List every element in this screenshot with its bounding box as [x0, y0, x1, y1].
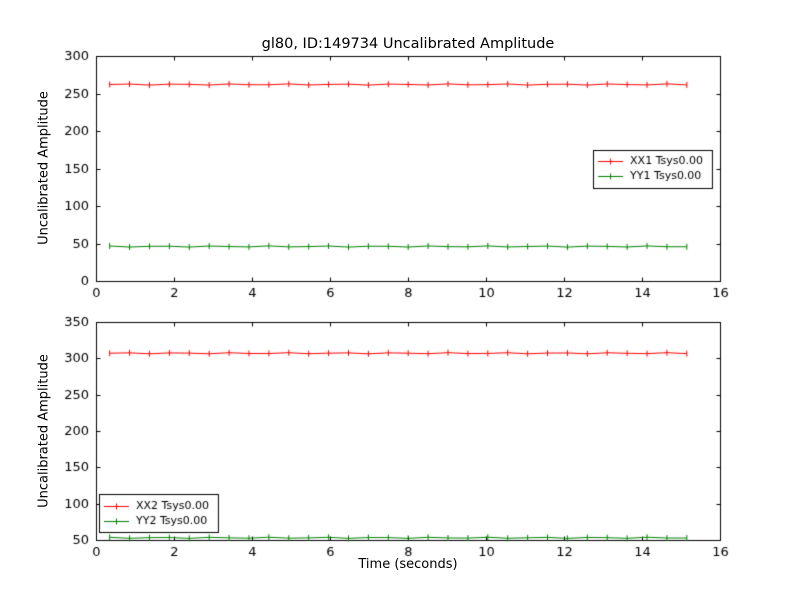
y-axis-label-bottom: Uncalibrated Amplitude — [36, 354, 52, 508]
x-axis-label: Time (seconds) — [358, 557, 458, 572]
figure-title: gl80, ID:149734 Uncalibrated Amplitude — [261, 36, 555, 52]
y-axis-label-top: Uncalibrated Amplitude — [36, 91, 52, 245]
